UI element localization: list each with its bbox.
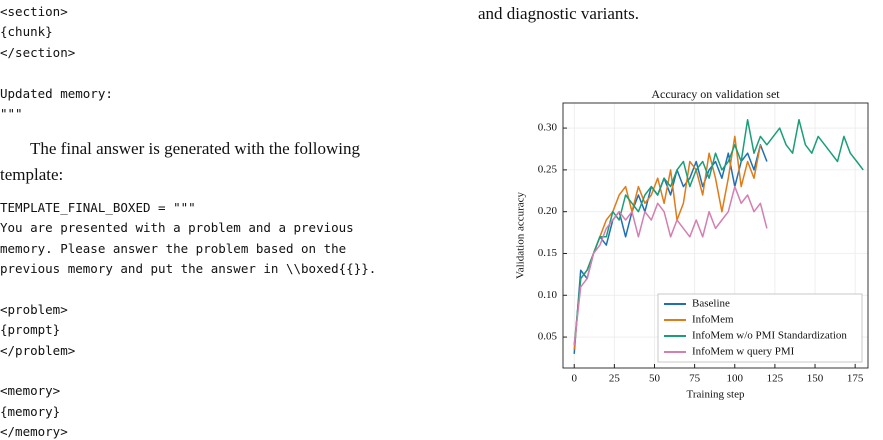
- y-tick-label: 0.30: [538, 122, 558, 134]
- x-tick-label: 150: [807, 373, 824, 385]
- x-tick-label: 175: [847, 373, 864, 385]
- code-line: <memory>: [0, 383, 61, 399]
- paragraph-line: The final answer is generated with the f…: [30, 138, 360, 158]
- x-tick-label: 100: [727, 373, 744, 385]
- x-tick-label: 50: [649, 373, 661, 385]
- chart-title: Accuracy on validation set: [651, 87, 780, 101]
- code-line: <section>: [0, 4, 68, 19]
- legend-label: InfoMem: [692, 314, 734, 326]
- legend-label: InfoMem w query PMI: [692, 346, 795, 358]
- legend-label: InfoMem w/o PMI Standardization: [692, 330, 847, 342]
- x-tick-label: 25: [609, 373, 621, 385]
- series-line: [573, 118, 864, 346]
- x-axis-label: Training step: [687, 389, 745, 401]
- code-line: </memory>: [0, 424, 68, 440]
- code-line: """: [0, 106, 23, 121]
- x-tick-label: 0: [571, 373, 577, 385]
- code-line: previous memory and put the answer in \\…: [0, 261, 377, 277]
- code-line: Updated memory:: [0, 85, 113, 101]
- code-line: <problem>: [0, 301, 68, 317]
- paragraph-line: template:: [0, 165, 64, 185]
- code-line: </problem>: [0, 342, 76, 358]
- series-line: [573, 135, 762, 350]
- y-tick-label: 0.10: [538, 289, 558, 301]
- legend-label: Baseline: [692, 298, 730, 310]
- right-text: and diagnostic variants.: [478, 4, 639, 23]
- plot-frame: [562, 102, 869, 369]
- y-tick-label: 0.05: [538, 331, 558, 343]
- y-axis-label: Validation accuracy: [515, 191, 527, 279]
- x-tick-label: 125: [767, 373, 784, 385]
- code-line: {prompt}: [0, 322, 61, 338]
- code-line: {memory}: [0, 403, 61, 419]
- legend-box: [657, 293, 863, 363]
- series-line: [573, 185, 768, 346]
- code-line: </section>: [0, 44, 76, 60]
- code-line: TEMPLATE_FINAL_BOXED = """: [0, 199, 196, 215]
- code-line: You are presented with a problem and a p…: [0, 220, 354, 236]
- code-line: {chunk}: [0, 24, 53, 40]
- x-tick-label: 75: [689, 373, 701, 385]
- y-tick-label: 0.25: [538, 163, 558, 175]
- y-tick-label: 0.15: [538, 247, 558, 259]
- y-tick-label: 0.20: [538, 205, 558, 217]
- code-line: memory. Please answer the problem based …: [0, 240, 347, 256]
